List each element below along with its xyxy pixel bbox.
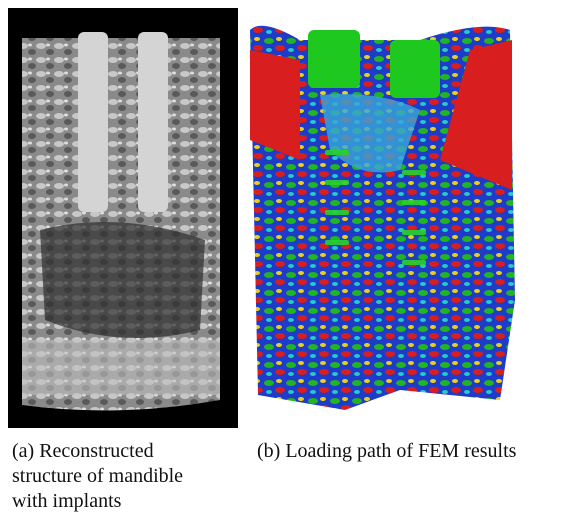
figure-images	[0, 0, 568, 430]
caption-line: (b) Loading path of FEM results	[257, 439, 516, 464]
fem-image	[250, 26, 515, 410]
caption-line: (a) Reconstructed	[12, 439, 183, 464]
caption-line: structure of mandible	[12, 464, 183, 489]
ct-image	[8, 8, 238, 428]
figure-page: (a) Reconstructed structure of mandible …	[0, 0, 568, 522]
caption-a: (a) Reconstructed structure of mandible …	[12, 439, 183, 514]
caption-line: with implants	[12, 489, 183, 514]
caption-b: (b) Loading path of FEM results	[257, 439, 516, 464]
